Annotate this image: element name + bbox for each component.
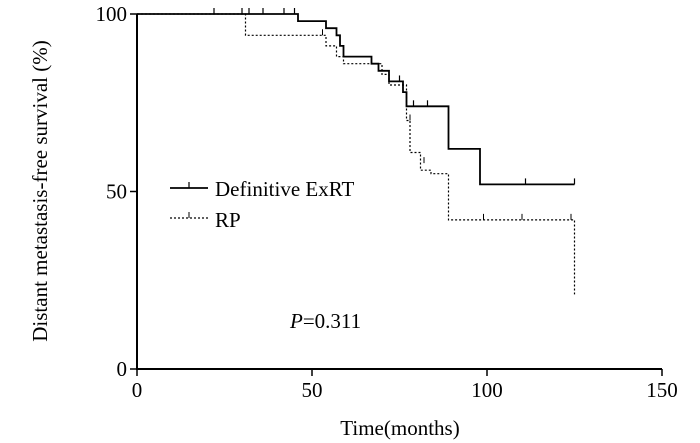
y-tick-label-0: 0 (117, 357, 128, 381)
y-axis-label: Distant metastasis-free survival (%) (28, 40, 52, 342)
series-line-definitive-exrt (137, 13, 575, 186)
x-ticks: 0 50 100 150 (132, 369, 678, 402)
legend: Definitive ExRT RP (170, 177, 354, 232)
series-layer (137, 8, 576, 295)
p-value-value: =0.311 (303, 309, 361, 333)
legend-label-rp: RP (215, 208, 241, 232)
series-rp (137, 13, 576, 295)
legend-label-definitive-exrt: Definitive ExRT (215, 177, 354, 201)
x-tick-label-0: 0 (132, 378, 143, 402)
y-tick-label-2: 100 (96, 2, 128, 26)
x-axis-label: Time(months) (340, 416, 459, 440)
series-line-rp (137, 13, 576, 295)
p-value-annotation: P=0.311 (289, 309, 361, 333)
x-tick-label-3: 150 (646, 378, 678, 402)
axes: 0 50 100 150 0 50 100 (96, 2, 678, 402)
legend-item-definitive-exrt: Definitive ExRT (170, 177, 354, 201)
x-tick-label-2: 100 (471, 378, 503, 402)
series-definitive-exrt (137, 8, 576, 186)
p-value-prefix: P (289, 309, 303, 333)
x-tick-label-1: 50 (302, 378, 323, 402)
y-ticks: 0 50 100 (96, 2, 137, 381)
y-tick-label-1: 50 (106, 180, 127, 204)
legend-item-rp: RP (170, 208, 241, 232)
